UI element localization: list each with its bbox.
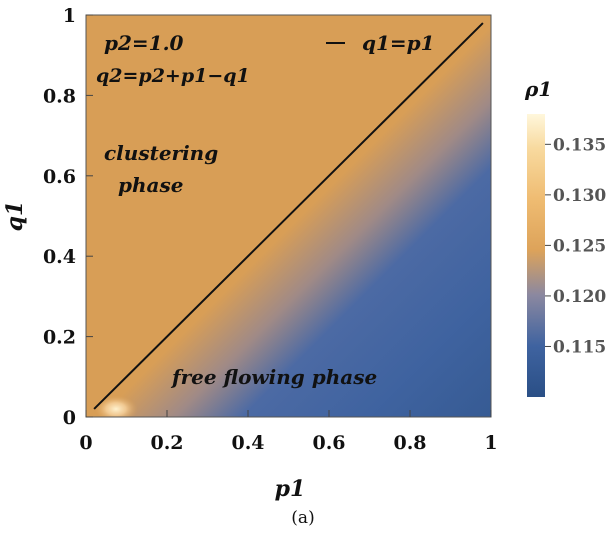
hotspot <box>94 395 138 417</box>
plot-frame <box>85 14 492 418</box>
x-axis-ticks: 0 0.2 0.4 0.6 0.8 1 <box>79 410 498 454</box>
y-tick-label: 0.2 <box>43 327 76 349</box>
colorbar-tick-label: 0.115 <box>553 337 606 357</box>
y-tick-label: 0.8 <box>43 85 76 107</box>
figure-caption: (a) <box>291 508 315 528</box>
annotation-p2: p2=1.0 <box>104 31 184 55</box>
annotation-clustering-line1: clustering <box>104 141 218 165</box>
y-axis-label: q1 <box>2 201 28 232</box>
colorbar <box>527 114 545 397</box>
y-tick-label: 1 <box>63 5 76 27</box>
y-axis-ticks: 0 0.2 0.4 0.6 0.8 1 <box>43 5 93 429</box>
x-axis-label: p1 <box>275 476 306 502</box>
annotation-free-flowing: free flowing phase <box>170 365 377 389</box>
x-tick-label: 0 <box>79 432 92 454</box>
y-tick-label: 0.4 <box>43 246 76 268</box>
y-tick-label: 0.6 <box>43 166 76 188</box>
colorbar-ticks: 0.135 0.130 0.125 0.120 0.115 <box>545 135 606 357</box>
legend-label: q1=p1 <box>362 31 435 55</box>
colorbar-tick-label: 0.125 <box>553 236 606 256</box>
colorbar-tick-label: 0.130 <box>553 186 606 206</box>
colorbar-tick-label: 0.120 <box>553 287 606 307</box>
q1-equals-p1-line <box>93 22 484 410</box>
annotation-clustering-line2: phase <box>118 173 183 197</box>
y-tick-label: 0 <box>63 407 76 429</box>
colorbar-label: ρ1 <box>524 77 552 101</box>
x-tick-label: 0.4 <box>231 432 264 454</box>
x-tick-label: 0.6 <box>312 432 345 454</box>
x-tick-label: 0.2 <box>150 432 183 454</box>
colorbar-tick-label: 0.135 <box>553 135 606 155</box>
x-tick-label: 1 <box>484 432 497 454</box>
annotation-q2-formula: q2=p2+p1−q1 <box>96 65 250 87</box>
x-tick-label: 0.8 <box>393 432 426 454</box>
